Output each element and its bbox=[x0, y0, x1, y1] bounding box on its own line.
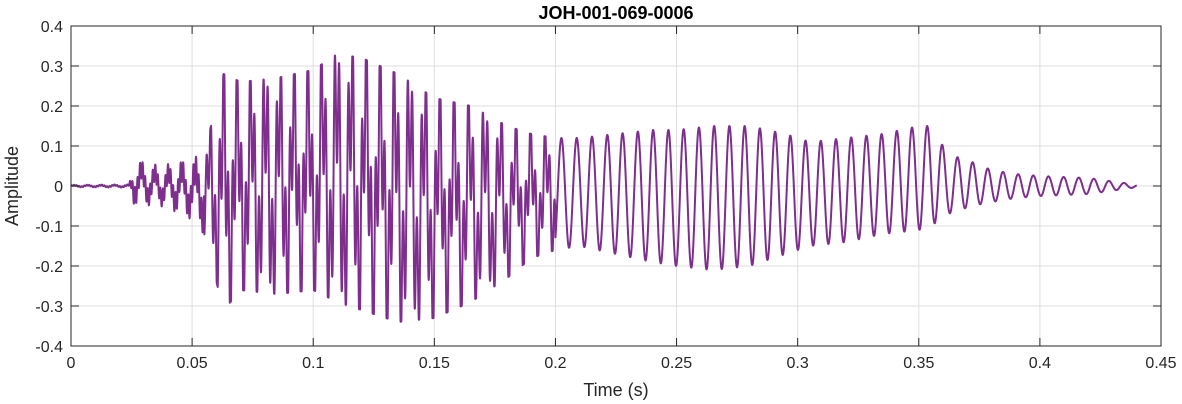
x-tick-label: 0.45 bbox=[1145, 355, 1176, 372]
y-tick-label: -0.1 bbox=[35, 219, 63, 236]
y-tick-labels: -0.4 -0.3 -0.2 -0.1 0 0.1 0.2 0.3 0.4 bbox=[35, 19, 63, 356]
y-axis-label: Amplitude bbox=[2, 146, 22, 226]
x-tick-label: 0 bbox=[67, 355, 76, 372]
x-tick-label: 0.25 bbox=[661, 355, 692, 372]
x-axis-label: Time (s) bbox=[583, 380, 648, 400]
y-tick-label: 0.1 bbox=[41, 139, 63, 156]
x-tick-label: 0.35 bbox=[903, 355, 934, 372]
ticks bbox=[70, 25, 1162, 347]
y-tick-label: -0.3 bbox=[35, 299, 63, 316]
x-tick-label: 0.15 bbox=[419, 355, 450, 372]
x-tick-label: 0.05 bbox=[177, 355, 208, 372]
x-tick-label: 0.4 bbox=[1029, 355, 1051, 372]
y-tick-label: 0 bbox=[54, 179, 63, 196]
y-tick-label: 0.3 bbox=[41, 59, 63, 76]
x-tick-label: 0.1 bbox=[302, 355, 324, 372]
chart-title: JOH-001-069-0006 bbox=[538, 3, 693, 23]
y-tick-label: 0.4 bbox=[41, 19, 63, 36]
x-tick-label: 0.2 bbox=[544, 355, 566, 372]
y-tick-label: -0.2 bbox=[35, 259, 63, 276]
x-tick-label: 0.3 bbox=[787, 355, 809, 372]
x-tick-labels: 0 0.05 0.1 0.15 0.2 0.25 0.3 0.35 0.4 0.45 bbox=[67, 355, 1177, 372]
waveform-line bbox=[70, 54, 1138, 323]
y-tick-label: -0.4 bbox=[35, 339, 63, 356]
waveform-series bbox=[70, 54, 1138, 323]
y-tick-label: 0.2 bbox=[41, 99, 63, 116]
